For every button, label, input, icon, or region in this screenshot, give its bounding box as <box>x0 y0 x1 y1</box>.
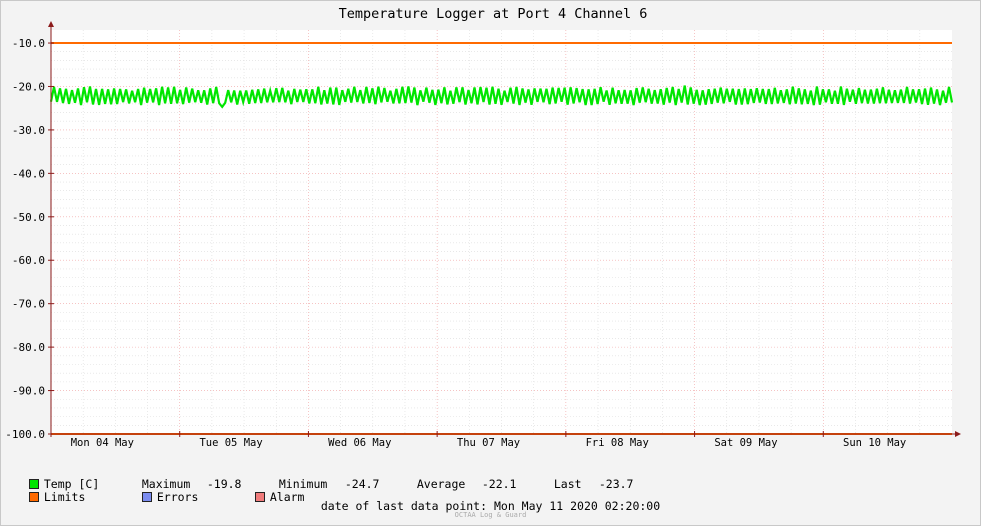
y-tick-label: -20.0 <box>12 80 45 93</box>
stat-maximum-value: -19.8 <box>206 477 242 491</box>
stat-last-value: -23.7 <box>598 477 634 491</box>
x-tick-label: Fri 08 May <box>586 437 649 449</box>
x-tick-label: Thu 07 May <box>457 437 520 449</box>
chart-grid <box>51 30 952 435</box>
x-tick-label: Mon 04 May <box>71 437 134 449</box>
legend-swatch-alarm <box>254 492 265 502</box>
y-tick-label: -70.0 <box>12 298 45 311</box>
legend-label-errors: Errors <box>156 490 199 504</box>
legend-label-temp: Temp [C] <box>43 477 100 491</box>
x-tick-label: Sun 10 May <box>843 437 906 449</box>
series-temp <box>49 85 954 109</box>
legend-label-alarm: Alarm <box>269 490 305 504</box>
legend-swatch-errors <box>141 492 152 502</box>
y-tick-label: -10.0 <box>12 37 45 50</box>
y-axis-ticks: -10.0 -20.0 -30.0 -40.0 -50.0 -60.0 -70.0 -80.0… <box>5 37 54 441</box>
x-axis-arrow <box>955 431 961 437</box>
x-tick-label: Sat 09 May <box>714 437 777 449</box>
y-tick-label: -100.0 <box>5 428 45 441</box>
y-tick-label: -30.0 <box>12 124 45 137</box>
temp-line <box>49 85 954 109</box>
x-tick-label: Tue 05 May <box>199 437 262 449</box>
brand-watermark: OCTAA Log & Guard <box>454 511 527 519</box>
legend-row-1: Temp [C] Maximum -19.8 Minimum -24.7 Average -… <box>15 463 633 491</box>
y-tick-label: -60.0 <box>12 254 45 267</box>
stat-maximum-label: Maximum <box>141 477 191 491</box>
y-tick-label: -90.0 <box>12 385 45 398</box>
stat-last-label: Last <box>553 477 582 491</box>
stat-minimum-value: -24.7 <box>344 477 380 491</box>
legend-label-limits: Limits <box>43 490 86 504</box>
y-tick-label: -40.0 <box>12 167 45 180</box>
y-tick-label: -50.0 <box>12 211 45 224</box>
stat-minimum-label: Minimum <box>278 477 328 491</box>
legend-swatch-temp <box>28 479 39 489</box>
legend-row-2: Limits Errors Alarm <box>15 476 304 504</box>
chart-axes <box>48 21 961 437</box>
stat-average-label: Average <box>416 477 466 491</box>
y-axis-arrow <box>48 21 54 27</box>
last-data-point: date of last data point: Mon May 11 2020… <box>0 499 981 513</box>
last-data-point-label: date of last data point: <box>320 499 488 513</box>
last-data-point-value: Mon May 11 2020 02:20:00 <box>493 499 661 513</box>
x-axis-ticks: Mon 04 May Tue 05 May Wed 06 May Thu 07 May… <box>50 431 906 449</box>
legend-swatch-limits <box>28 492 39 502</box>
x-tick-label: Wed 06 May <box>328 437 391 449</box>
chart-title: Temperature Logger at Port 4 Channel 6 <box>339 6 648 22</box>
y-tick-label: -80.0 <box>12 341 45 354</box>
stat-average-value: -22.1 <box>481 477 517 491</box>
